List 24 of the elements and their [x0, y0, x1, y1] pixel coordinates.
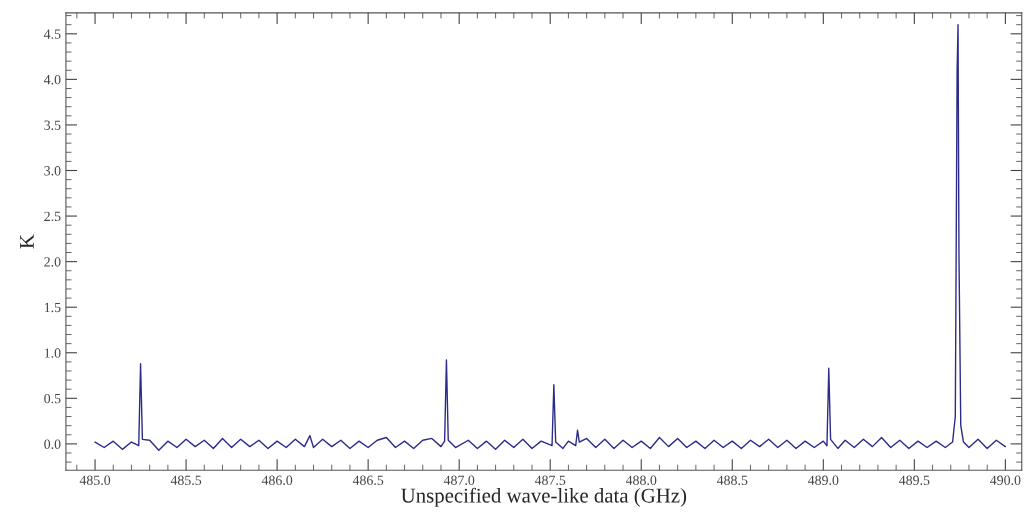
x-tick-label: 488.0: [625, 475, 657, 486]
x-tick-label: 486.5: [352, 475, 384, 486]
x-tick-label: 486.0: [261, 475, 293, 486]
x-tick-label: 485.5: [170, 475, 202, 486]
y-tick-label: 3.0: [44, 166, 61, 176]
x-tick-label: 487.5: [534, 475, 566, 486]
x-tick-label: 487.0: [443, 475, 475, 486]
y-tick-label: 2.5: [44, 211, 61, 222]
y-tick-label: 0.0: [44, 439, 61, 449]
x-tick-label: 485.0: [79, 475, 111, 486]
x-tick-label: 489.0: [807, 475, 839, 486]
x-tick-label: 488.5: [716, 475, 748, 486]
y-tick-label: 2.0: [44, 257, 61, 267]
y-axis-title: K: [20, 234, 34, 249]
y-tick-label: 4.0: [43, 74, 61, 85]
y-tick-label: 4.5: [43, 29, 61, 39]
y-tick-label: 3.5: [44, 120, 61, 130]
x-tick-label: 490.0: [990, 475, 1021, 486]
line-series: [94, 24, 1007, 451]
y-tick-label: 1.5: [44, 302, 61, 313]
y-tick-label: 1.0: [44, 348, 61, 358]
x-axis-title: Unspecified wave-like data (GHz): [401, 487, 687, 507]
x-tick-label: 489.5: [898, 475, 930, 486]
y-tick-label: 0.5: [44, 393, 61, 404]
